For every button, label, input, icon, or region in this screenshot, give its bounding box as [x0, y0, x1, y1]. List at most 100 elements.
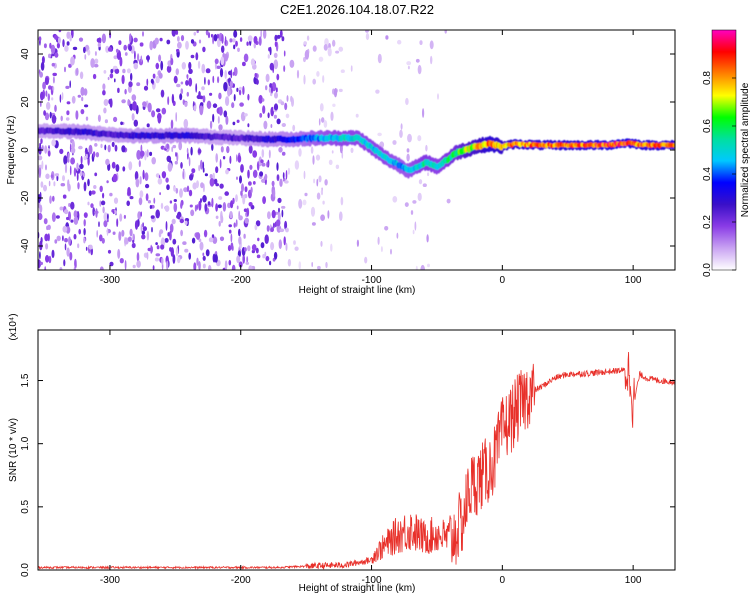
noise-speckle	[199, 95, 204, 100]
noise-speckle	[102, 192, 105, 199]
noise-speckle	[173, 199, 177, 202]
noise-speckle	[49, 42, 52, 49]
noise-speckle	[183, 187, 188, 193]
noise-speckle	[185, 40, 189, 50]
colorbar-tick-label: 0.0	[702, 263, 713, 277]
noise-speckle	[38, 155, 43, 161]
noise-speckle	[138, 197, 143, 206]
noise-speckle	[99, 200, 102, 207]
noise-speckle	[44, 77, 50, 85]
noise-speckle	[231, 102, 235, 109]
noise-speckle	[132, 233, 135, 242]
noise-speckle	[64, 243, 67, 251]
noise-speckle	[189, 204, 193, 208]
spectrogram-y-tick-label: 0	[20, 147, 31, 153]
noise-speckle	[212, 34, 215, 45]
noise-speckle	[83, 88, 88, 96]
snr-x-tick-label: -100	[362, 575, 382, 586]
noise-speckle	[172, 254, 176, 264]
noise-speckle	[427, 263, 430, 268]
noise-speckle	[176, 214, 181, 219]
noise-speckle	[188, 156, 191, 167]
noise-speckle	[133, 119, 138, 127]
noise-speckle	[171, 218, 176, 225]
noise-speckle	[103, 220, 108, 228]
noise-speckle	[247, 93, 250, 101]
noise-speckle	[151, 110, 156, 118]
noise-speckle	[240, 111, 246, 122]
spectrogram-y-tick-label: -20	[20, 190, 31, 205]
noise-speckle	[53, 181, 56, 187]
noise-speckle	[73, 210, 78, 218]
noise-speckle	[113, 55, 118, 60]
noise-speckle	[180, 229, 184, 237]
noise-speckle	[65, 85, 70, 89]
noise-speckle	[262, 105, 266, 114]
noise-speckle	[312, 155, 315, 165]
noise-speckle	[66, 101, 71, 105]
noise-speckle	[166, 155, 172, 162]
noise-speckle	[248, 265, 253, 270]
noise-speckle	[261, 98, 265, 102]
spectrogram-noise	[38, 30, 451, 270]
noise-speckle	[88, 244, 93, 250]
noise-speckle	[235, 194, 238, 203]
noise-speckle	[96, 38, 101, 43]
noise-speckle	[54, 52, 59, 58]
noise-speckle	[154, 257, 159, 262]
noise-speckle	[69, 80, 71, 88]
colorbar-tick-label: 0.4	[702, 167, 713, 181]
noise-speckle	[429, 40, 434, 50]
noise-speckle	[82, 172, 86, 178]
noise-speckle	[186, 185, 190, 193]
noise-speckle	[263, 30, 267, 39]
noise-speckle	[399, 129, 403, 138]
noise-speckle	[239, 37, 243, 42]
noise-speckle	[196, 257, 199, 266]
noise-speckle	[100, 143, 103, 149]
noise-speckle	[437, 93, 439, 100]
noise-speckle	[132, 101, 137, 111]
noise-speckle	[122, 68, 126, 74]
noise-speckle	[134, 50, 136, 60]
noise-speckle	[332, 39, 336, 47]
colorbar: 0.0 0.2 0.4 0.6 0.8 Normalized spectral ampl…	[702, 29, 750, 277]
noise-speckle	[269, 46, 272, 56]
noise-speckle	[243, 233, 246, 239]
noise-speckle	[404, 202, 409, 208]
noise-speckle	[85, 147, 88, 153]
noise-speckle	[247, 123, 250, 128]
noise-speckle	[274, 34, 278, 42]
noise-speckle	[238, 228, 241, 237]
noise-speckle	[241, 183, 244, 193]
noise-speckle	[141, 230, 145, 235]
noise-speckle	[212, 236, 218, 244]
noise-speckle	[130, 72, 133, 81]
noise-speckle	[202, 255, 206, 261]
noise-speckle	[249, 164, 253, 170]
noise-speckle	[242, 61, 246, 67]
spectrogram-x-tick-label: -300	[100, 275, 120, 286]
noise-speckle	[161, 107, 167, 115]
noise-speckle	[340, 69, 345, 73]
noise-speckle	[137, 211, 142, 220]
noise-speckle	[261, 178, 266, 183]
noise-speckle	[228, 259, 232, 266]
noise-speckle	[267, 54, 270, 59]
noise-speckle	[151, 227, 153, 233]
noise-speckle	[184, 220, 188, 225]
noise-speckle	[205, 30, 209, 36]
noise-speckle	[282, 172, 285, 179]
noise-speckle	[102, 206, 105, 214]
noise-speckle	[173, 75, 178, 84]
noise-speckle	[49, 195, 52, 204]
noise-speckle	[405, 97, 409, 106]
noise-speckle	[144, 150, 147, 161]
noise-speckle	[117, 87, 120, 93]
noise-speckle	[267, 112, 270, 119]
noise-speckle	[62, 225, 68, 233]
noise-speckle	[104, 119, 108, 124]
snr-y-ticks: 0.0 0.5 1.0 1.5	[20, 373, 675, 577]
noise-speckle	[283, 65, 286, 72]
noise-speckle	[76, 67, 79, 76]
